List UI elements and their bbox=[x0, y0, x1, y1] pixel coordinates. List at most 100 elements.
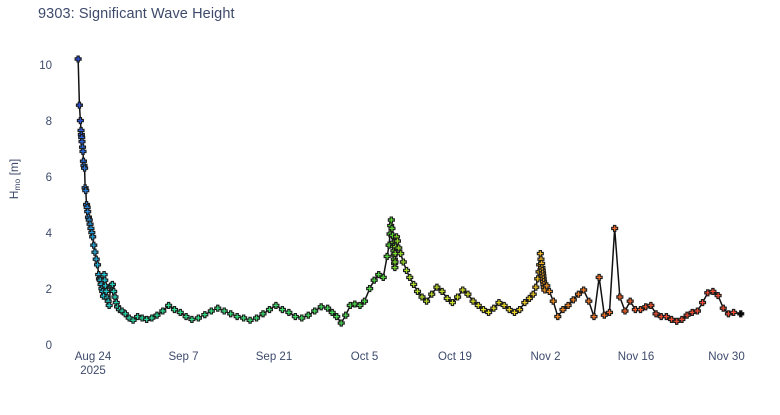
data-point-marker bbox=[559, 306, 567, 314]
data-point-marker bbox=[448, 299, 456, 307]
y-tick-label: 6 bbox=[45, 172, 52, 184]
data-point-marker bbox=[673, 317, 681, 325]
data-point-marker bbox=[246, 316, 254, 324]
x-tick-label: Oct 5 bbox=[350, 351, 379, 363]
data-point-marker bbox=[529, 290, 537, 298]
data-point-marker bbox=[709, 287, 717, 295]
data-point-marker bbox=[652, 310, 660, 318]
x-tick: Nov 16 bbox=[576, 350, 696, 364]
data-point-marker bbox=[272, 301, 280, 309]
data-point-marker bbox=[76, 117, 84, 125]
data-point-marker bbox=[590, 313, 598, 321]
data-point-marker bbox=[616, 293, 624, 301]
data-point-marker bbox=[554, 313, 562, 321]
data-line bbox=[77, 58, 742, 324]
data-point-marker bbox=[631, 306, 639, 314]
data-point-marker bbox=[291, 313, 299, 321]
data-point-marker bbox=[153, 311, 161, 319]
x-tick: Oct 5 bbox=[305, 350, 425, 364]
data-markers bbox=[74, 55, 745, 327]
data-point-marker bbox=[600, 311, 608, 319]
y-tick: 0 bbox=[12, 340, 52, 352]
data-point-marker bbox=[704, 289, 712, 297]
data-point-marker bbox=[719, 304, 727, 312]
data-point-marker bbox=[81, 164, 89, 172]
data-point-marker bbox=[370, 276, 378, 284]
data-point-marker bbox=[176, 308, 184, 316]
data-point-marker bbox=[564, 301, 572, 309]
data-point-marker bbox=[337, 319, 345, 327]
data-point-marker bbox=[170, 306, 178, 314]
data-point-marker bbox=[495, 299, 503, 307]
data-point-marker bbox=[259, 310, 267, 318]
x-tick-label: Nov 30 bbox=[708, 351, 745, 363]
data-point-marker bbox=[688, 308, 696, 316]
data-point-marker bbox=[351, 300, 359, 308]
y-tick: 4 bbox=[12, 228, 52, 240]
data-point-marker bbox=[521, 299, 529, 307]
data-point-marker bbox=[148, 314, 156, 322]
data-point-marker bbox=[423, 297, 431, 305]
data-point-marker bbox=[505, 306, 513, 314]
data-point-marker bbox=[93, 261, 102, 269]
data-point-marker bbox=[724, 310, 732, 318]
data-point-marker bbox=[585, 297, 593, 305]
data-point-marker bbox=[74, 55, 82, 63]
data-point-marker bbox=[454, 293, 462, 301]
data-point-marker bbox=[143, 315, 151, 323]
x-tick: Aug 24 2025 bbox=[33, 350, 153, 378]
data-point-marker bbox=[399, 258, 407, 266]
data-point-marker bbox=[636, 306, 645, 314]
data-point-marker bbox=[253, 314, 261, 322]
data-point-marker bbox=[642, 303, 650, 311]
data-point-marker bbox=[621, 307, 629, 315]
data-point-marker bbox=[516, 306, 524, 314]
data-point-marker bbox=[105, 301, 113, 309]
data-point-marker bbox=[227, 310, 235, 318]
data-point-marker bbox=[391, 250, 399, 258]
data-point-marker bbox=[580, 286, 588, 294]
data-point-marker bbox=[485, 308, 493, 316]
data-point-marker bbox=[532, 283, 540, 291]
data-point-marker bbox=[510, 308, 519, 316]
data-point-marker bbox=[626, 297, 634, 305]
data-point-marker bbox=[214, 304, 222, 312]
data-point-marker bbox=[737, 310, 745, 318]
data-point-marker bbox=[366, 285, 374, 293]
y-tick-label: 4 bbox=[45, 228, 52, 240]
data-point-marker bbox=[360, 297, 369, 305]
data-point-marker bbox=[333, 313, 341, 321]
data-point-marker bbox=[595, 273, 603, 281]
data-point-marker bbox=[278, 306, 286, 314]
data-point-marker bbox=[410, 280, 418, 288]
x-tick-label: Aug 24 bbox=[74, 351, 112, 363]
data-point-marker bbox=[108, 280, 116, 288]
data-point-marker bbox=[207, 307, 215, 315]
data-point-marker bbox=[406, 273, 414, 281]
data-point-marker bbox=[388, 224, 396, 232]
data-point-marker bbox=[298, 314, 306, 322]
data-point-marker bbox=[391, 258, 399, 266]
x-tick-label: Nov 16 bbox=[617, 351, 655, 363]
data-point-marker bbox=[356, 301, 364, 309]
data-point-marker bbox=[311, 307, 319, 315]
y-tick-label: 10 bbox=[39, 60, 52, 72]
x-tick-label: Nov 2 bbox=[530, 351, 561, 363]
data-point-marker bbox=[605, 308, 614, 316]
data-point-marker bbox=[699, 299, 707, 307]
data-point-marker bbox=[714, 292, 722, 300]
y-tick-label: 2 bbox=[45, 284, 52, 296]
data-point-marker bbox=[342, 311, 350, 319]
data-point-marker bbox=[678, 315, 686, 323]
y-tick: 10 bbox=[12, 60, 52, 72]
data-point-marker bbox=[730, 308, 738, 316]
x-tick-year-label: 2025 bbox=[80, 365, 106, 377]
data-point-marker bbox=[201, 311, 209, 319]
data-point-marker bbox=[391, 264, 399, 272]
data-point-marker bbox=[383, 252, 391, 260]
y-tick-label: 8 bbox=[45, 116, 52, 128]
data-point-marker bbox=[317, 303, 325, 311]
y-tick: 2 bbox=[12, 284, 52, 296]
data-point-marker bbox=[402, 266, 411, 274]
